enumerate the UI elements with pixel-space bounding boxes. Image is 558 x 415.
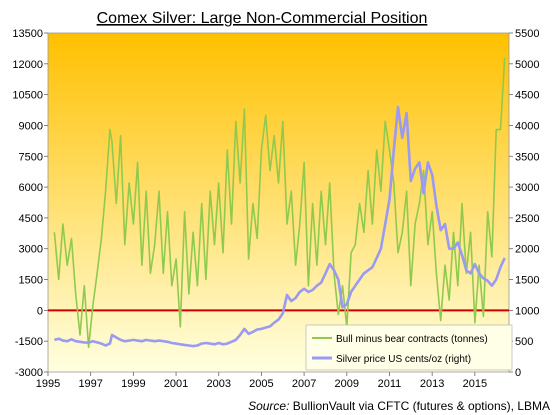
left-tick-label: -1500 bbox=[15, 336, 43, 348]
x-axis-ticks: 1995 1997 1999 2001 2003 2005 2007 2009 2011 2013… bbox=[36, 372, 487, 390]
x-tick-label: 2011 bbox=[378, 378, 402, 390]
left-tick-label: 7500 bbox=[19, 151, 43, 163]
x-tick-label: 1997 bbox=[78, 378, 102, 390]
left-tick-label: 0 bbox=[37, 305, 43, 317]
silver-price-line bbox=[54, 105, 506, 348]
left-tick-label: 4500 bbox=[19, 213, 43, 225]
source-note: Source: BullionVault via CFTC (futures &… bbox=[248, 399, 550, 413]
left-tick-label: 3000 bbox=[19, 244, 43, 256]
legend-label-silver: Silver price US cents/oz (right) bbox=[336, 354, 471, 365]
x-tick-label: 2003 bbox=[206, 378, 230, 390]
x-tick-label: 2007 bbox=[292, 378, 316, 390]
left-tick-label: 12000 bbox=[12, 59, 43, 71]
bull-minus-bear-line bbox=[53, 57, 506, 349]
chart-title: Comex Silver: Large Non-Commercial Posit… bbox=[97, 10, 428, 27]
right-tick-label: 0 bbox=[515, 367, 521, 379]
left-tick-label: 1500 bbox=[19, 275, 43, 287]
source-text: BullionVault via CFTC (futures & options… bbox=[293, 399, 550, 413]
left-tick-label: 10500 bbox=[12, 90, 43, 102]
right-tick-label: 500 bbox=[515, 336, 533, 348]
right-tick-label: 1500 bbox=[515, 275, 539, 287]
left-tick-label: 6000 bbox=[19, 182, 43, 194]
legend-label-bull: Bull minus bear contracts (tonnes) bbox=[336, 334, 488, 345]
source-prefix: Source: bbox=[248, 399, 289, 413]
legend-box bbox=[305, 324, 513, 371]
x-tick-label: 1995 bbox=[36, 378, 60, 390]
left-axis-ticks: -3000 -1500 0 1500 3000 4500 6000 7500 9000 10500… bbox=[12, 28, 48, 379]
right-tick-label: 1000 bbox=[515, 305, 539, 317]
left-tick-label: -3000 bbox=[15, 367, 43, 379]
x-tick-label: 2001 bbox=[164, 378, 188, 390]
left-tick-label: 9000 bbox=[19, 120, 43, 132]
right-tick-label: 2500 bbox=[515, 213, 539, 225]
x-tick-label: 1999 bbox=[121, 378, 145, 390]
legend: Bull minus bear contracts (tonnes) Silve… bbox=[305, 324, 513, 371]
right-tick-label: 4000 bbox=[515, 120, 539, 132]
x-tick-label: 2015 bbox=[463, 378, 487, 390]
left-tick-label: 13500 bbox=[12, 28, 43, 40]
right-tick-label: 3500 bbox=[515, 151, 539, 163]
x-tick-label: 2009 bbox=[335, 378, 359, 390]
right-tick-label: 2000 bbox=[515, 244, 539, 256]
right-tick-label: 5500 bbox=[515, 28, 539, 40]
x-tick-label: 2013 bbox=[420, 378, 444, 390]
right-tick-label: 4500 bbox=[515, 90, 539, 102]
plot-area bbox=[47, 32, 510, 373]
right-tick-label: 5000 bbox=[515, 59, 539, 71]
right-axis-ticks: 0 500 1000 1500 2000 2500 3000 3500 4000 4500 5000… bbox=[509, 28, 539, 379]
x-tick-label: 2005 bbox=[249, 378, 273, 390]
right-tick-label: 3000 bbox=[515, 182, 539, 194]
